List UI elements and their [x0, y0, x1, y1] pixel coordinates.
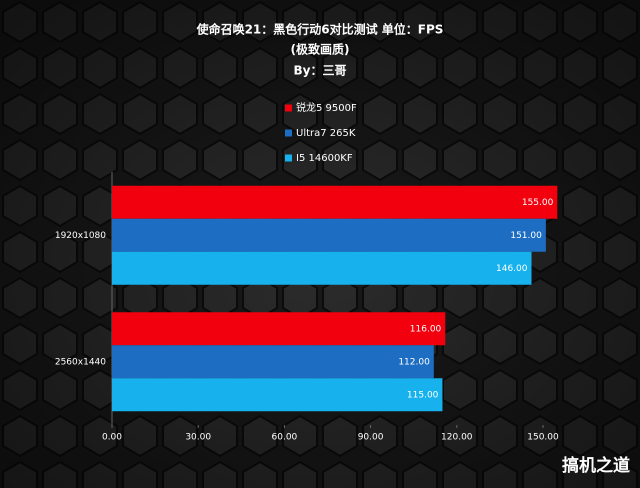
data-label: 112.00: [398, 357, 430, 367]
x-tick-label: 120.00: [441, 433, 473, 443]
legend-swatch: [285, 129, 292, 137]
y-tick-label: 1920x1080: [55, 231, 106, 241]
bar: [112, 378, 443, 412]
bar: [112, 251, 532, 285]
x-tick-label: 0.00: [102, 433, 122, 443]
data-label: 155.00: [522, 198, 554, 208]
legend-swatch: [285, 154, 292, 162]
x-tick-label: 90.00: [358, 433, 384, 443]
data-label: 151.00: [510, 231, 542, 241]
bar: [112, 218, 546, 252]
author: By：三哥: [294, 64, 347, 78]
bar: [112, 185, 558, 219]
x-tick-label: 150.00: [527, 433, 559, 443]
bar: [112, 345, 434, 379]
data-label: 146.00: [496, 264, 528, 274]
x-tick-label: 30.00: [185, 433, 211, 443]
bar: [112, 312, 446, 346]
x-tick-label: 60.00: [272, 433, 298, 443]
chart-title: 使命召唤21：黑色行动6对比测试 单位：FPS: [196, 22, 444, 37]
legend-label: 锐龙5 9500F: [296, 101, 357, 114]
data-label: 116.00: [410, 324, 442, 334]
watermark: 搞机之道: [562, 455, 630, 476]
chart-subtitle: (极致画质): [291, 42, 350, 57]
legend-label: Ultra7 265K: [296, 128, 356, 139]
y-tick-label: 2560x1440: [55, 357, 106, 367]
data-label: 115.00: [407, 390, 439, 400]
legend-swatch: [285, 104, 292, 112]
legend-label: I5 14600KF: [296, 153, 353, 164]
